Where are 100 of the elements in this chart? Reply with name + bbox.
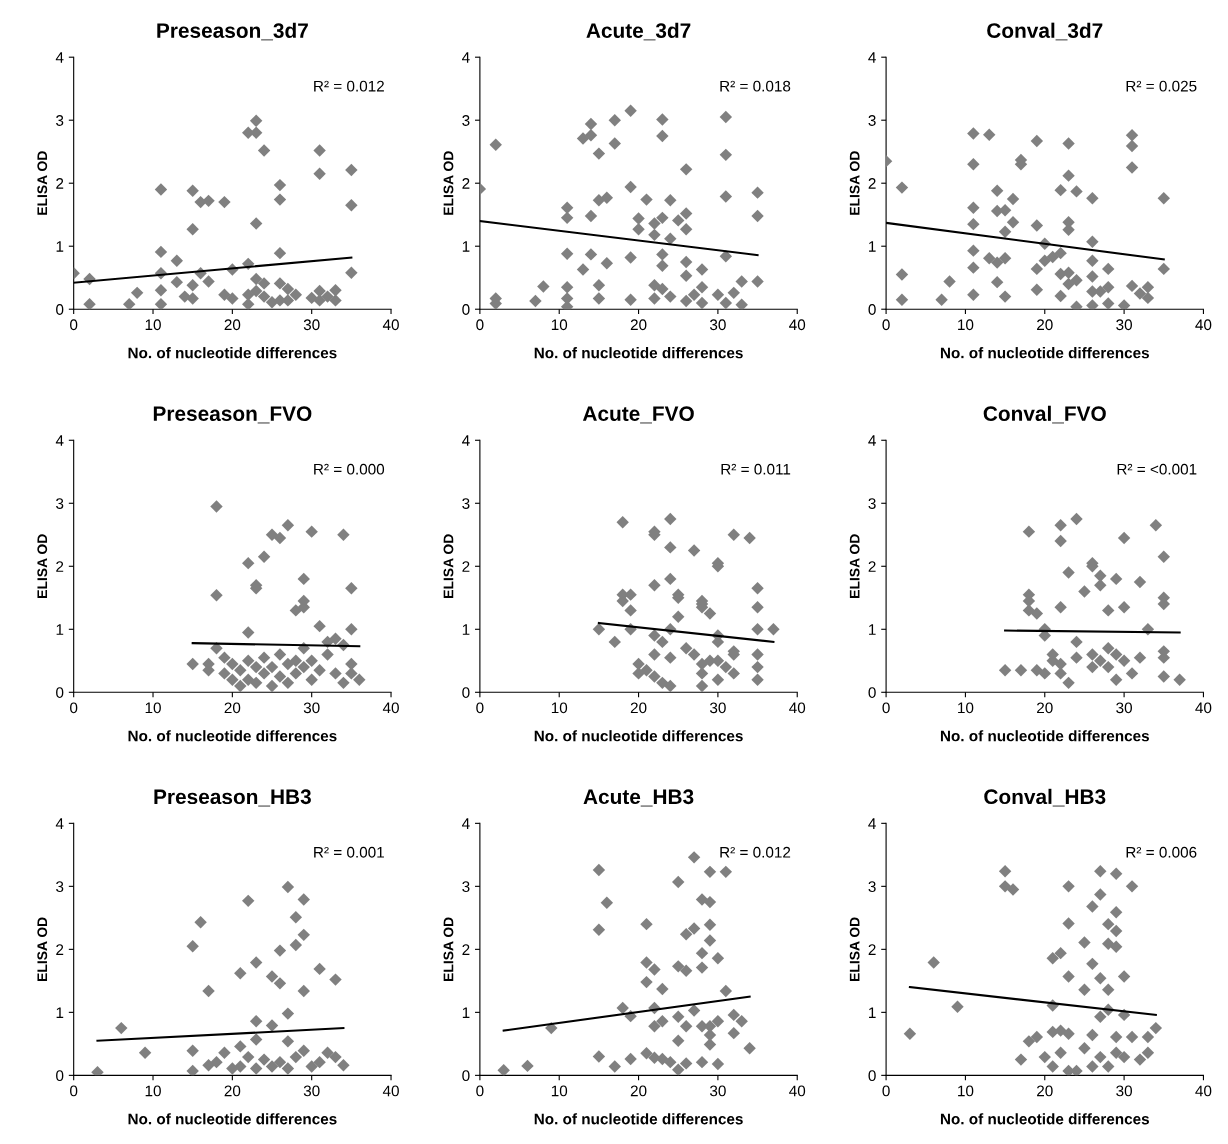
x-axis-title: No. of nucleotide differences [940,1113,1149,1125]
x-tick-label: 30 [303,702,320,714]
y-tick-label: 1 [869,241,876,252]
chart-title: Conval_3d7 [987,22,1103,41]
x-tick-label: 40 [1195,319,1212,331]
y-axis-title: ELISA OD [849,917,860,981]
y-axis-title: ELISA OD [37,917,48,981]
y-tick-label: 2 [56,178,64,189]
x-tick-label: 40 [789,702,806,714]
y-tick-label: 0 [462,304,470,315]
chart-title: Acute_HB3 [583,789,694,807]
x-axis-title: No. of nucleotide differences [940,347,1149,359]
annotation: R² = 0.018 [720,80,791,92]
y-tick-label: 2 [56,944,64,955]
x-tick-label: 0 [882,1085,890,1097]
y-tick-label: 2 [462,561,470,572]
x-tick-label: 30 [303,1085,320,1097]
y-tick-label: 0 [462,687,470,698]
x-axis-title: No. of nucleotide differences [128,347,337,359]
x-tick-label: 0 [476,319,484,331]
y-axis-title: ELISA OD [37,151,48,215]
x-axis-title: No. of nucleotide differences [534,1113,743,1125]
y-axis-title: ELISA OD [443,917,454,981]
x-tick-label: 0 [882,702,890,714]
y-tick-label: 3 [462,881,470,893]
y-tick-label: 0 [56,304,64,315]
x-tick-label: 40 [789,319,806,331]
x-tick-label: 10 [145,1085,161,1097]
y-axis-title: ELISA OD [849,151,860,215]
y-tick-label: 2 [868,178,876,189]
y-tick-label: 1 [869,1007,876,1018]
y-tick-label: 4 [462,435,470,446]
x-axis-title: No. of nucleotide differences [534,347,743,359]
x-tick-label: 40 [382,1085,399,1097]
y-tick-label: 3 [462,498,470,509]
y-tick-label: 4 [462,818,470,829]
annotation: R² = 0.012 [314,80,384,92]
x-tick-label: 0 [476,1085,484,1097]
y-tick-label: 4 [868,52,876,63]
y-tick-label: 0 [56,1070,64,1082]
x-tick-label: 0 [70,702,78,714]
chart-title: Acute_FVO [582,406,694,424]
y-axis-title: ELISA OD [37,534,48,598]
x-tick-label: 20 [1037,1085,1053,1097]
x-tick-label: 30 [709,702,726,714]
y-tick-label: 4 [868,435,876,446]
x-tick-label: 10 [145,319,161,331]
y-tick-label: 0 [868,687,876,698]
x-tick-label: 10 [958,1085,974,1097]
y-tick-label: 4 [55,52,64,63]
x-tick-label: 30 [303,319,320,331]
y-tick-label: 3 [56,115,64,126]
annotation: R² = 0.011 [721,463,791,475]
y-tick-label: 3 [462,115,470,126]
x-tick-label: 10 [551,702,568,714]
y-tick-label: 1 [462,1007,470,1018]
annotation: R² = 0.006 [1126,846,1197,858]
chart-title: Preseason_HB3 [154,789,311,807]
y-tick-label: 2 [868,944,876,955]
x-tick-label: 30 [1116,1085,1132,1097]
chart-title: Acute_3d7 [586,22,691,41]
x-tick-label: 20 [224,1085,241,1097]
y-tick-label: 0 [462,1070,470,1082]
x-tick-label: 40 [382,319,399,331]
x-tick-label: 30 [1116,702,1132,714]
x-tick-label: 20 [1037,702,1053,714]
x-tick-label: 30 [709,1085,726,1097]
x-tick-label: 0 [476,702,484,714]
annotation: R² = 0.000 [314,463,385,475]
annotation: R² = 0.025 [1126,80,1197,92]
x-axis-title: No. of nucleotide differences [534,730,743,742]
x-tick-label: 40 [789,1085,806,1097]
x-tick-label: 20 [630,702,647,714]
annotation: R² = 0.001 [314,846,384,858]
y-axis-title: ELISA OD [443,151,454,215]
chart-title: Preseason_FVO [153,406,312,424]
y-tick-label: 0 [56,687,64,698]
y-tick-label: 1 [462,241,470,252]
y-tick-label: 1 [462,624,470,635]
x-tick-label: 0 [70,1085,78,1097]
x-tick-label: 10 [145,702,161,714]
y-tick-label: 3 [56,498,64,509]
y-tick-label: 4 [868,818,876,829]
y-tick-label: 1 [56,241,64,252]
y-tick-label: 3 [868,881,876,893]
x-tick-label: 40 [382,702,399,714]
y-tick-label: 0 [868,304,876,315]
y-tick-label: 1 [869,624,876,635]
y-tick-label: 1 [56,1007,64,1018]
annotation: R² = <0.001 [1117,463,1197,475]
x-tick-label: 30 [709,319,726,331]
y-axis-title: ELISA OD [849,534,860,598]
x-tick-label: 20 [630,319,647,331]
x-tick-label: 0 [882,319,890,331]
y-tick-label: 4 [462,52,470,63]
y-tick-label: 3 [868,115,876,126]
x-axis-title: No. of nucleotide differences [940,730,1149,742]
x-tick-label: 10 [551,1085,568,1097]
chart-title: Conval_HB3 [984,788,1106,807]
x-tick-label: 10 [551,319,568,331]
